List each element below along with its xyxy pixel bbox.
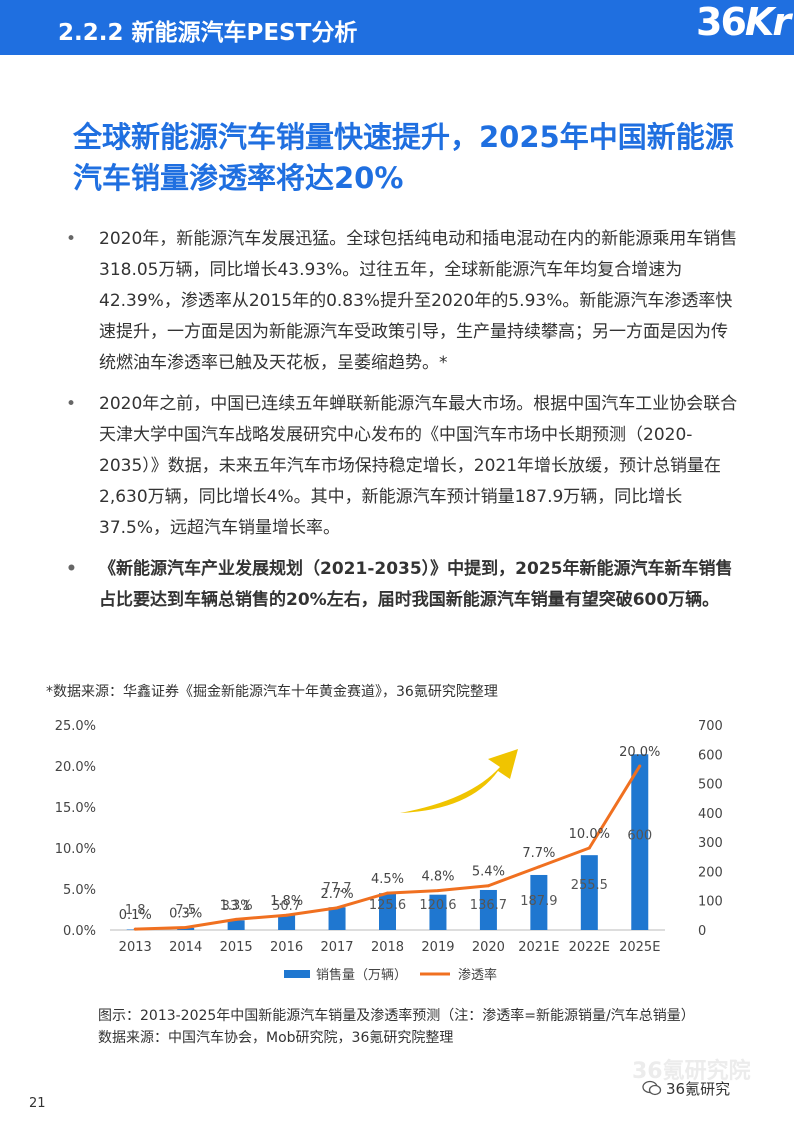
x-axis-tick-label: 2021E — [518, 940, 559, 955]
sales-value-label: 600 — [627, 828, 652, 843]
right-axis-tick-label: 600 — [698, 748, 723, 763]
sales-bar — [631, 754, 649, 930]
sales-bar — [328, 907, 346, 930]
x-axis-tick-label: 2015 — [220, 940, 253, 955]
right-axis-tick-label: 400 — [698, 807, 723, 822]
x-axis-tick-label: 2025E — [619, 940, 660, 955]
right-axis-tick-label: 300 — [698, 836, 723, 851]
sales-bar — [580, 855, 598, 930]
sales-bar — [479, 889, 497, 930]
penetration-point — [133, 927, 137, 931]
penetration-value-label: 10.0% — [569, 827, 610, 842]
sales-bar — [429, 894, 447, 930]
sales-value-label: 77.7 — [323, 881, 352, 896]
penetration-point — [234, 917, 238, 921]
penetration-value-label: 0.3% — [169, 907, 202, 922]
wechat-account-label: 36氪研究 — [666, 1080, 731, 1098]
x-axis-tick-label: 2014 — [169, 940, 202, 955]
trend-arrow-icon — [400, 749, 518, 813]
legend-label-sales: 销售量（万辆） — [316, 967, 407, 983]
bullet-list: 2020年，新能源汽车发展迅猛。全球包括纯电动和插电混动在内的新能源乘用车销售3… — [66, 224, 738, 626]
bullet-item: 2020年，新能源汽车发展迅猛。全球包括纯电动和插电混动在内的新能源乘用车销售3… — [66, 224, 738, 379]
sales-value-label: 1.8 — [125, 903, 146, 918]
left-axis-tick-label: 0.0% — [63, 924, 96, 939]
sales-bar — [530, 874, 548, 930]
sales-value-label: 50.7 — [272, 899, 301, 914]
penetration-value-label: 1.8% — [270, 894, 303, 909]
penetration-point — [184, 926, 188, 930]
sales-bar — [227, 920, 245, 930]
left-axis-tick-label: 5.0% — [63, 883, 96, 898]
penetration-point — [638, 764, 642, 768]
sales-value-label: 120.6 — [419, 898, 456, 913]
brand-logo: 36Kr — [696, 0, 791, 44]
left-axis-tick-label: 25.0% — [55, 719, 96, 734]
left-axis-tick-label: 10.0% — [55, 842, 96, 857]
sales-value-label: 187.9 — [520, 894, 557, 909]
left-axis-tick-label: 20.0% — [55, 760, 96, 775]
right-axis-tick-label: 100 — [698, 895, 723, 910]
penetration-value-label: 2.7% — [321, 887, 354, 902]
x-axis-tick-label: 2017 — [320, 940, 353, 955]
bullet-item: 2020年之前，中国已连续五年蝉联新能源汽车最大市场。根据中国汽车工业协会联合天… — [66, 389, 738, 544]
sales-value-label: 7.5 — [175, 903, 196, 918]
chart-container: 0.0% 5.0% 10.0% 15.0% 20.0% 25.0% 0 100 200 300 40… — [0, 705, 794, 1005]
sales-value-label: 33.1 — [222, 899, 251, 914]
data-source-note: *数据来源：华鑫证券《掘金新能源汽车十年黄金赛道》，36氪研究院整理 — [46, 684, 498, 700]
sales-value-label: 136.7 — [470, 898, 507, 913]
right-axis-tick-label: 0 — [698, 924, 706, 939]
penetration-value-label: 20.0% — [619, 745, 660, 760]
penetration-point — [436, 889, 440, 893]
x-axis-tick-label: 2020 — [472, 940, 505, 955]
penetration-value-label: 0.1% — [119, 908, 152, 923]
x-axis-tick-label: 2018 — [371, 940, 404, 955]
penetration-value-label: 4.5% — [371, 872, 404, 887]
sales-bar — [379, 893, 396, 930]
penetration-point — [285, 913, 289, 917]
header-bar: 2.2.2 新能源汽车PEST分析 36Kr — [0, 0, 794, 55]
watermark-text: 36氪研究院 — [632, 1059, 751, 1084]
penetration-point — [335, 906, 339, 910]
legend-swatch-sales — [284, 970, 310, 978]
x-axis-tick-label: 2016 — [270, 940, 303, 955]
section-title: 2.2.2 新能源汽车PEST分析 — [58, 20, 358, 46]
legend-label-penetration: 渗透率 — [458, 967, 497, 983]
right-axis-tick-label: 200 — [698, 865, 723, 880]
wechat-icon — [642, 1080, 662, 1096]
x-axis-tick-label: 2022E — [569, 940, 610, 955]
x-axis-tick-label: 2019 — [421, 940, 454, 955]
page-headline: 全球新能源汽车销量快速提升，2025年中国新能源汽车销量渗透率将达20% — [73, 120, 734, 195]
penetration-value-label: 7.7% — [522, 846, 555, 861]
penetration-point — [537, 865, 541, 869]
left-axis-tick-label: 15.0% — [55, 801, 96, 816]
sales-value-label: 255.5 — [571, 878, 608, 893]
penetration-value-label: 5.4% — [472, 865, 505, 880]
penetration-point — [587, 846, 591, 850]
penetration-value-label: 4.8% — [421, 870, 454, 885]
penetration-point — [386, 891, 389, 895]
right-axis-tick-label: 700 — [698, 719, 723, 734]
right-axis-tick-label: 500 — [698, 778, 723, 793]
chart-source: 数据来源：中国汽车协会，Mob研究院，36氪研究院整理 — [98, 1030, 454, 1046]
penetration-value-label: 1.3% — [220, 898, 253, 913]
sales-value-label: 125.6 — [369, 898, 406, 913]
x-axis-tick-label: 2013 — [119, 940, 152, 955]
penetration-point — [486, 884, 490, 888]
sales-bar — [278, 915, 296, 930]
page-number: 21 — [29, 1096, 46, 1111]
sales-penetration-chart: 0.0% 5.0% 10.0% 15.0% 20.0% 25.0% 0 100 200 300 40… — [55, 719, 723, 983]
bullet-item: 《新能源汽车产业发展规划（2021-2035）》中提到，2025年新能源汽车新车… — [66, 554, 738, 616]
chart-caption: 图示：2013-2025年中国新能源汽车销量及渗透率预测（注：渗透率=新能源销量… — [98, 1008, 695, 1024]
